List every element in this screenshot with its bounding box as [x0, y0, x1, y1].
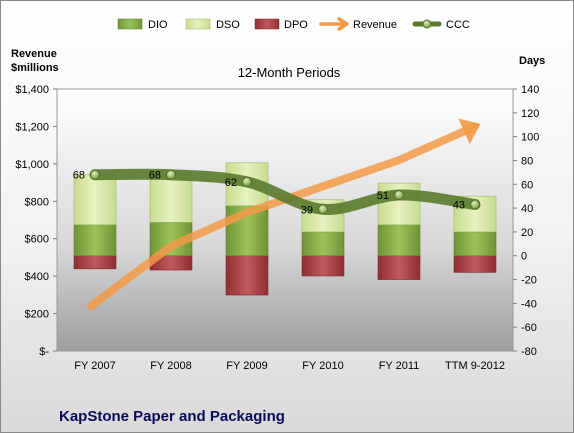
ccc-data-label: 68 — [73, 170, 85, 182]
x-tick-label: FY 2008 — [150, 360, 191, 372]
legend-swatch-dso — [185, 18, 211, 30]
y-right-tick-label: 140 — [521, 84, 539, 96]
dpo-bar — [225, 255, 269, 296]
legend-marker-ccc — [422, 19, 432, 29]
x-tick-label: FY 2007 — [74, 360, 115, 372]
y-left-tick-label: $400 — [25, 271, 49, 283]
legend-item-dio: DIO — [117, 18, 168, 31]
ccc-data-label: 43 — [453, 200, 465, 212]
x-tick-label: FY 2011 — [379, 360, 420, 372]
y-left-tick-label: $1,400 — [15, 84, 49, 96]
dio-bar — [73, 224, 117, 257]
dso-bar — [149, 174, 193, 223]
y-left-title-line-2: $millions — [11, 62, 59, 74]
y-right-tick-label: 80 — [521, 155, 533, 167]
dpo-bar — [301, 255, 345, 277]
y-right-title: Days — [519, 55, 545, 67]
legend-label-dso: DSO — [216, 19, 240, 31]
dio-bar — [453, 231, 497, 257]
legend-item-dpo: DPO — [254, 18, 308, 31]
ccc-data-label: 68 — [149, 170, 161, 182]
legend-item-ccc: CCC — [412, 19, 470, 31]
legend: DIO DSO DPO Revenue CCC — [117, 17, 470, 31]
legend-label-ccc: CCC — [446, 19, 470, 31]
dpo-bar — [377, 255, 421, 280]
ccc-data-label: 39 — [301, 204, 313, 216]
y-right-tick-label: -40 — [521, 298, 537, 310]
y-right-tick-label: 120 — [521, 108, 539, 120]
legend-label-revenue: Revenue — [353, 19, 397, 31]
y-right-tick-label: 20 — [521, 227, 533, 239]
legend-swatch-dpo — [254, 18, 280, 30]
x-tick-label: TTM 9-2012 — [445, 360, 505, 372]
y-right-tick-label: 0 — [521, 251, 527, 263]
y-right-tick-label: 40 — [521, 203, 533, 215]
y-right-tick-label: 60 — [521, 179, 533, 191]
chart-subtitle: 12-Month Periods — [238, 65, 341, 80]
ccc-data-label: 62 — [225, 177, 237, 189]
y-left-tick-label: $1,200 — [15, 121, 49, 133]
legend-swatch-revenue — [319, 17, 349, 31]
ccc-marker — [470, 199, 480, 210]
y-right-tick-label: -20 — [521, 275, 537, 287]
y-right-tick-label: 100 — [521, 132, 539, 144]
revenue-arrowhead — [458, 118, 481, 145]
plot-area — [56, 88, 514, 352]
dso-bar — [73, 174, 117, 226]
y-left-title-line-1: Revenue — [11, 48, 57, 60]
legend-label-dio: DIO — [148, 19, 168, 31]
ccc-marker — [394, 189, 404, 200]
dio-bar — [301, 231, 345, 257]
x-tick-label: FY 2009 — [226, 360, 267, 372]
ccc-line — [89, 168, 481, 215]
y-left-tick-label: $200 — [25, 309, 49, 321]
dpo-bar — [453, 255, 497, 273]
dpo-bar — [73, 255, 117, 270]
legend-swatch-dio — [117, 18, 143, 30]
y-left-tick-label: $1,000 — [15, 159, 49, 171]
bars-layer — [73, 162, 497, 296]
ccc-data-label: 51 — [377, 190, 389, 202]
y-left-tick-label: $600 — [25, 234, 49, 246]
axes-layer: $- $200 $400 $600 $800 $1,000 $1,200 $1,400 -80 -… — [15, 84, 539, 372]
ccc-marker — [318, 204, 328, 215]
ccc-layer: 68 68 62 39 51 43 — [73, 168, 481, 216]
ccc-marker — [90, 169, 100, 180]
legend-item-revenue: Revenue — [319, 17, 397, 31]
ccc-marker — [166, 169, 176, 180]
legend-label-dpo: DPO — [284, 19, 308, 31]
legend-item-dso: DSO — [185, 18, 240, 31]
ccc-marker — [242, 176, 252, 187]
y-left-tick-label: $800 — [25, 196, 49, 208]
chart-footer: KapStone Paper and Packaging — [59, 408, 285, 425]
y-left-tick-label: $- — [39, 346, 49, 358]
dio-bar — [377, 224, 421, 257]
x-tick-label: FY 2010 — [302, 360, 343, 372]
y-right-tick-label: -80 — [521, 346, 537, 358]
y-right-tick-label: -60 — [521, 322, 537, 334]
